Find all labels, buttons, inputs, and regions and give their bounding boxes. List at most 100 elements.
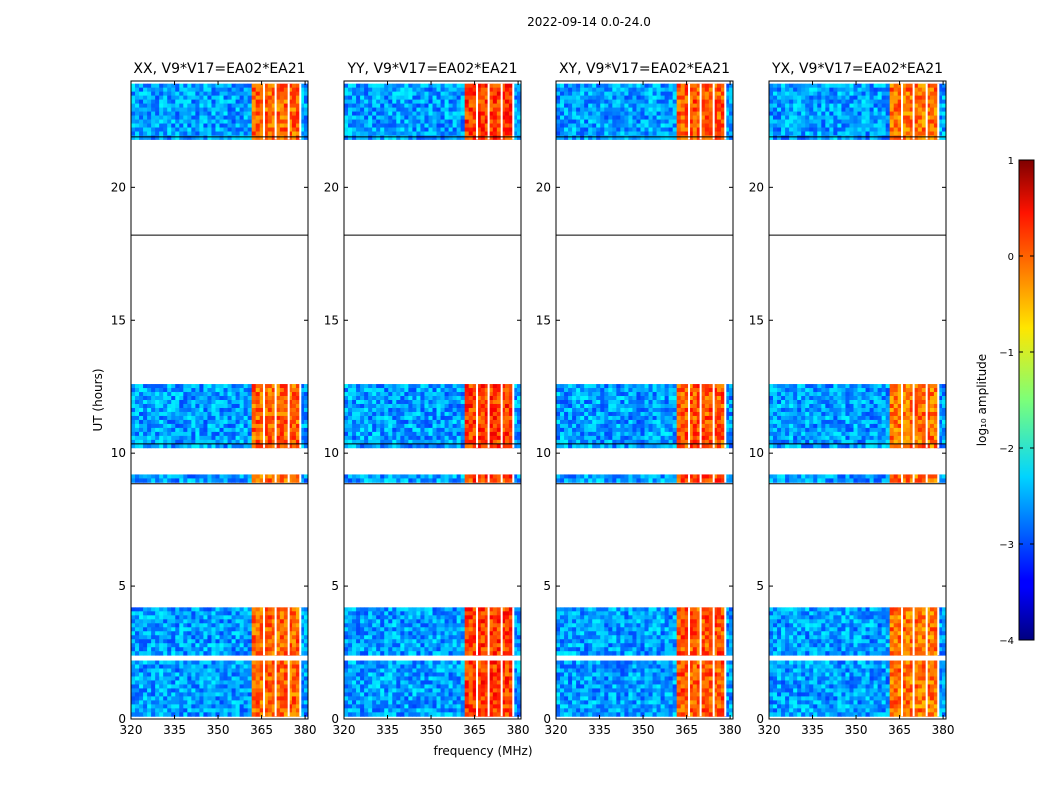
heatmap-cell — [460, 708, 466, 713]
heatmap-cell — [235, 423, 241, 429]
heatmap-cell — [283, 99, 289, 104]
heatmap-cell — [472, 103, 478, 108]
heatmap-cell — [183, 115, 188, 120]
heatmap-cell — [263, 103, 269, 108]
heatmap-cell — [492, 680, 498, 685]
heatmap-cell — [219, 611, 224, 616]
heatmap-cell — [488, 419, 494, 425]
heatmap-cell — [512, 627, 518, 632]
heatmap-cell — [348, 643, 353, 648]
heatmap-cell — [259, 696, 265, 701]
heatmap-cell — [388, 411, 393, 417]
heatmap-cell — [408, 91, 413, 97]
heatmap-cell — [452, 660, 458, 665]
heatmap-cell — [484, 696, 490, 701]
heatmap-cell — [207, 111, 212, 116]
heatmap-cell — [183, 388, 188, 393]
heatmap-cell — [239, 631, 245, 636]
heatmap-cell — [199, 396, 204, 401]
heatmap-cell — [404, 668, 409, 673]
heatmap-cell — [255, 668, 261, 673]
heatmap-cell — [283, 639, 289, 644]
heatmap-cell — [191, 627, 196, 632]
heatmap-cell — [231, 103, 236, 108]
heatmap-cell — [183, 474, 188, 479]
heatmap-cell — [219, 607, 224, 612]
heatmap-cell — [299, 423, 305, 429]
heatmap-cell — [408, 607, 413, 612]
heatmap-cell — [384, 619, 389, 624]
heatmap-cell — [175, 411, 180, 417]
heatmap-cell — [384, 400, 389, 405]
heatmap-cell — [372, 704, 377, 709]
heatmap-cell — [131, 712, 136, 717]
heatmap-cell — [251, 478, 257, 483]
heatmap-cell — [460, 83, 466, 89]
heatmap-cell — [484, 431, 490, 437]
heatmap-cell — [464, 708, 470, 713]
heatmap-cell — [424, 427, 429, 433]
heatmap-cell — [279, 95, 285, 101]
heatmap-cell — [303, 407, 309, 413]
heatmap-cell — [424, 623, 429, 628]
heatmap-cell — [444, 87, 449, 93]
heatmap-cell — [452, 427, 458, 433]
heatmap-cell — [271, 396, 277, 401]
heatmap-cell — [135, 611, 140, 616]
heatmap-cell — [219, 647, 224, 652]
heatmap-cell — [215, 700, 220, 705]
heatmap-cell — [480, 607, 486, 612]
heatmap-cell — [183, 611, 188, 616]
heatmap-cell — [195, 388, 200, 393]
heatmap-cell — [167, 87, 172, 93]
heatmap-cell — [348, 712, 353, 717]
heatmap-cell — [408, 392, 413, 397]
heatmap-cell — [251, 672, 257, 677]
heatmap-cell — [512, 615, 518, 620]
heatmap-cell — [299, 396, 305, 401]
heatmap-cell — [247, 131, 253, 136]
heatmap-cell — [444, 712, 449, 717]
heatmap-cell — [259, 396, 265, 401]
heatmap-cell — [147, 680, 152, 685]
heatmap-cell — [223, 696, 228, 701]
heatmap-cell — [408, 660, 413, 665]
heatmap-cell — [175, 627, 180, 632]
heatmap-cell — [167, 83, 172, 89]
heatmap-cell — [512, 419, 518, 425]
heatmap-cell — [504, 400, 510, 405]
heatmap-cell — [227, 111, 232, 116]
heatmap-cell — [271, 696, 277, 701]
heatmap-cell — [223, 643, 228, 648]
heatmap-cell — [372, 388, 377, 393]
heatmap-cell — [255, 651, 261, 656]
heatmap-cell — [476, 392, 482, 397]
heatmap-cell — [368, 664, 373, 669]
heatmap-cell — [460, 664, 466, 669]
heatmap-cell — [448, 419, 454, 425]
heatmap-cell — [203, 639, 208, 644]
heatmap-cell — [472, 700, 478, 705]
flagged-channel — [299, 384, 302, 448]
heatmap-cell — [356, 407, 361, 413]
heatmap-cell — [480, 631, 486, 636]
heatmap-cell — [243, 700, 249, 705]
heatmap-cell — [167, 384, 172, 389]
heatmap-cell — [380, 478, 385, 483]
heatmap-cell — [243, 664, 249, 669]
heatmap-cell — [480, 435, 486, 441]
heatmap-cell — [271, 676, 277, 681]
heatmap-cell — [396, 435, 401, 441]
heatmap-cell — [279, 635, 285, 640]
heatmap-cell — [179, 431, 184, 437]
heatmap-cell — [376, 664, 381, 669]
heatmap-cell — [179, 692, 184, 697]
heatmap-cell — [187, 708, 192, 713]
heatmap-cell — [159, 676, 164, 681]
heatmap-cell — [211, 83, 216, 89]
heatmap-cell — [235, 392, 241, 397]
heatmap-cell — [135, 660, 140, 665]
heatmap-cell — [163, 400, 168, 405]
heatmap-cell — [179, 87, 184, 93]
heatmap-cell — [303, 688, 309, 693]
